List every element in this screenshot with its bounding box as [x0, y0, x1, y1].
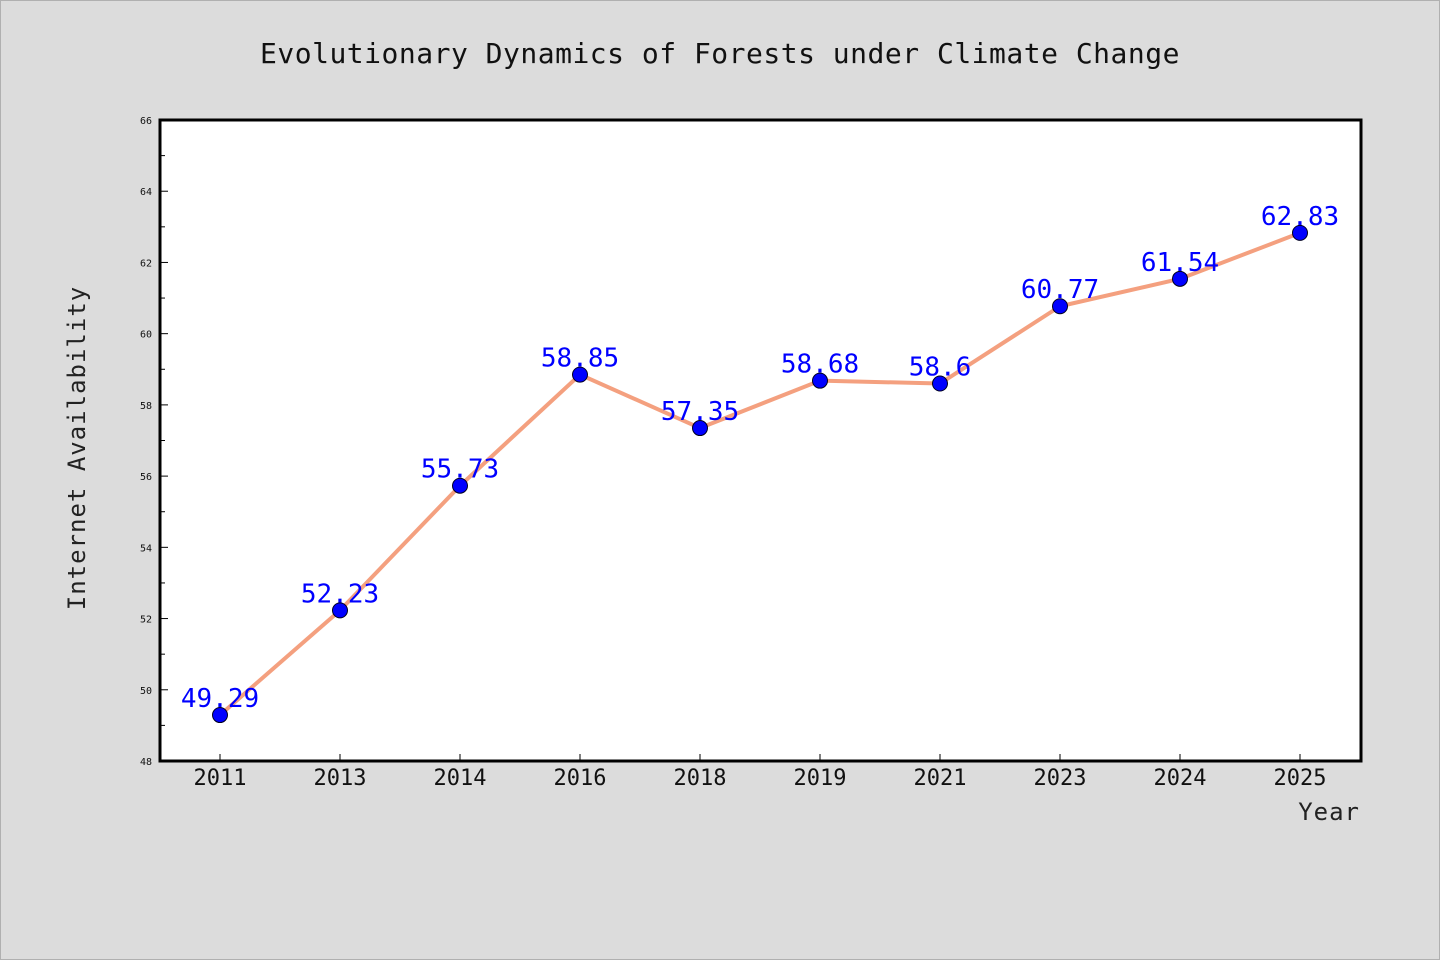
x-tick-label: 2013 [314, 766, 367, 791]
y-tick-label: 56 [140, 472, 152, 483]
data-point [812, 372, 828, 389]
data-point [932, 375, 948, 392]
data-label: 58.68 [781, 350, 859, 380]
data-label: 62.83 [1261, 202, 1339, 232]
y-tick-label: 50 [140, 686, 152, 697]
data-point [212, 707, 228, 724]
x-tick-label: 2018 [674, 766, 727, 791]
data-labels: 49.29 52.23 55.73 58.85 57.35 58.68 58.6 60.77 6… [181, 202, 1339, 714]
data-label: 49.29 [181, 684, 259, 714]
plot-border [158, 118, 1363, 763]
y-tick-label: 66 [140, 116, 152, 127]
data-point [1052, 298, 1068, 315]
x-tick-label: 2021 [914, 766, 967, 791]
y-tick-label: 58 [140, 401, 152, 412]
x-tick-label: 2025 [1274, 766, 1327, 791]
data-point [452, 477, 468, 494]
x-tick-label: 2011 [194, 766, 247, 791]
data-point [1292, 224, 1308, 241]
series-line [218, 231, 1301, 717]
plot-area [160, 120, 1361, 761]
y-tick-label: 64 [140, 187, 152, 198]
x-tick-label: 2014 [434, 766, 487, 791]
data-label: 52.23 [301, 579, 379, 609]
data-point [332, 602, 348, 619]
data-label: 58.85 [541, 344, 619, 374]
data-label: 61.54 [1141, 248, 1219, 278]
data-point [692, 420, 708, 437]
data-point [1172, 270, 1188, 287]
data-label: 57.35 [661, 397, 739, 427]
y-tick-label: 52 [140, 615, 152, 626]
data-point [572, 366, 588, 383]
data-label: 55.73 [421, 455, 499, 485]
y-tick-label: 54 [140, 543, 152, 554]
series-markers [212, 224, 1308, 724]
x-tick-label: 2019 [794, 766, 847, 791]
x-axis-label: Year [1298, 798, 1360, 826]
chart-title: Evolutionary Dynamics of Forests under C… [260, 37, 1180, 70]
data-label: 60.77 [1021, 275, 1099, 305]
y-tick-label: 60 [140, 330, 152, 341]
x-tick-label: 2024 [1154, 766, 1207, 791]
y-tick-label: 48 [140, 757, 152, 768]
y-tick-label: 62 [140, 258, 152, 269]
data-label: 58.6 [909, 353, 972, 383]
x-tick-label: 2023 [1034, 766, 1087, 791]
y-axis-label: Internet Availability [63, 286, 91, 610]
x-axis: 2011 2013 2014 2016 2018 2019 2021 2023 2024 2025 [194, 754, 1327, 791]
x-tick-label: 2016 [554, 766, 607, 791]
